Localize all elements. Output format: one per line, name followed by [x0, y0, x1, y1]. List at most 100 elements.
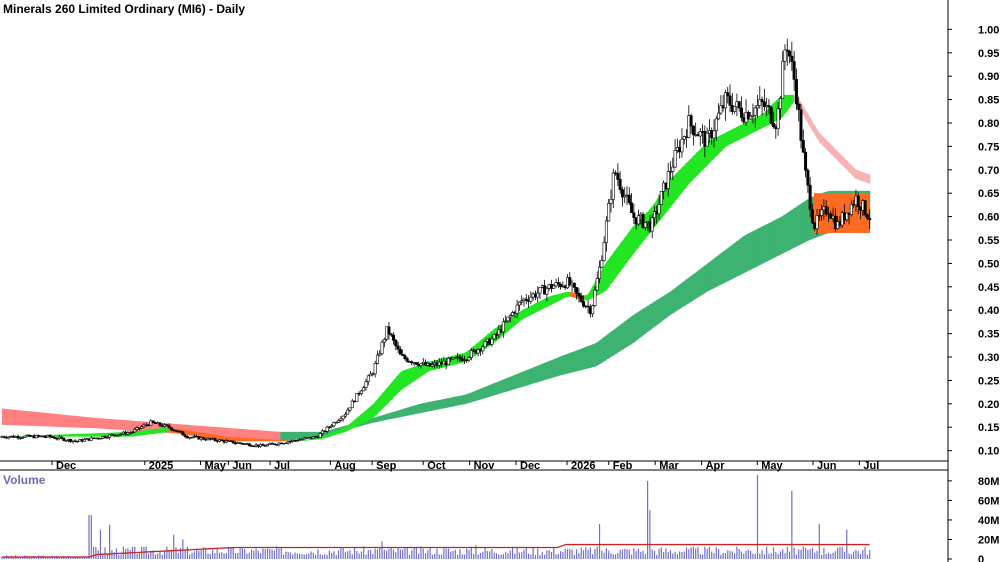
candle-up [300, 438, 304, 441]
candle-down [391, 334, 395, 341]
long-ema-band-segment [302, 431, 307, 439]
candle-down [524, 298, 528, 301]
candle-down [112, 434, 116, 436]
long-ema-band-segment [714, 255, 719, 288]
short-ema-band-segment [790, 94, 795, 107]
candle-up [34, 435, 38, 439]
candle-down [272, 443, 276, 445]
candle-up [607, 203, 611, 222]
short-ema-band-segment [323, 434, 328, 439]
candle-up [538, 286, 542, 294]
long-ema-band-segment [580, 347, 585, 371]
candle-up [286, 441, 290, 444]
candle-down [458, 356, 462, 360]
candle-down [556, 282, 560, 285]
long-ema-band-segment [421, 402, 426, 413]
candle-up [849, 203, 853, 215]
long-ema-band-segment [609, 330, 614, 358]
long-ema-band-segment [443, 398, 448, 409]
candle-up [511, 312, 515, 316]
short-ema-band-segment [855, 169, 860, 181]
short-ema-band-segment [392, 376, 397, 399]
long-ema-band-segment [269, 431, 274, 441]
long-ema-band-segment [34, 411, 39, 427]
short-ema-band-segment [359, 411, 365, 425]
long-ema-band-segment [52, 413, 57, 427]
long-ema-band-segment [735, 239, 741, 278]
long-ema-band-segment [569, 351, 574, 374]
short-ema-band-segment [631, 224, 636, 257]
long-ema-band-segment [81, 416, 86, 428]
volume-moving-average [2, 543, 870, 558]
candle-up [332, 422, 336, 427]
short-ema-band-segment [56, 434, 61, 437]
short-ema-band-segment [866, 173, 871, 184]
candle-up [845, 212, 849, 221]
short-ema-band-segment [363, 408, 368, 423]
short-ema-band-segment [226, 436, 231, 442]
short-ema-band-segment [844, 158, 849, 172]
short-ema-band-segment [678, 167, 683, 198]
short-ema-band-segment [786, 94, 791, 112]
long-ema-band-segment [782, 213, 788, 254]
candle-up [698, 131, 702, 137]
short-ema-band-segment [837, 151, 842, 165]
long-ema-band-segment [584, 346, 589, 370]
long-ema-band-segment [255, 429, 260, 440]
candle-up [598, 266, 602, 279]
long-ema-band-segment [406, 406, 412, 416]
short-ema-band-segment [551, 294, 556, 305]
volume-y-axis: 80M 60M 40M 20M 0 [948, 476, 999, 562]
candle-up [337, 420, 341, 423]
y-tick-label: 0.75 [978, 141, 999, 153]
candle-up [89, 437, 93, 441]
candle-down [808, 184, 812, 210]
short-ema-band-segment [345, 424, 350, 432]
long-ema-band-segment [312, 431, 318, 438]
long-ema-band-segment [403, 407, 408, 417]
short-ema-band-segment [620, 238, 625, 272]
y-tick-label: 0.95 [978, 48, 999, 60]
long-ema-band-segment [750, 230, 755, 270]
long-ema-band-segment [692, 271, 697, 301]
candle-down [465, 359, 469, 362]
long-ema-band-segment [602, 335, 607, 363]
long-ema-band-segment [67, 415, 72, 428]
short-ema-band-segment [522, 307, 527, 320]
short-ema-band-segment [638, 217, 643, 248]
candle-up [611, 172, 615, 200]
short-ema-band-segment [302, 439, 307, 441]
candle-down [801, 140, 805, 153]
candle-up [343, 413, 347, 417]
long-ema-band-segment [471, 390, 477, 403]
long-ema-band-segment [504, 377, 509, 393]
short-ema-band-segment [204, 433, 209, 439]
candle-down [53, 437, 57, 439]
short-ema-band-segment [92, 433, 97, 437]
short-ema-band-segment [186, 430, 191, 436]
short-ema-band-segment [200, 432, 206, 438]
short-ema-band-segment [703, 141, 708, 170]
price-panel [0, 38, 872, 448]
candle-down [103, 436, 107, 438]
x-tick-label: Jul [863, 460, 879, 472]
short-ema-band-segment [804, 108, 809, 125]
candle-down [817, 215, 821, 217]
candle-up [366, 375, 370, 382]
long-ema-band-segment [659, 295, 665, 323]
short-ema-band-segment [276, 439, 281, 442]
long-ema-band-segment [432, 400, 437, 411]
candle-up [330, 425, 334, 428]
short-ema-band-segment [627, 228, 632, 262]
candle-up [481, 346, 485, 352]
long-ema-band-segment [649, 302, 654, 331]
candle-down [414, 362, 418, 365]
short-ema-band-segment [565, 291, 571, 298]
candle-up [325, 426, 329, 432]
long-ema-band-segment [786, 210, 791, 252]
long-ema-band-segment [396, 409, 401, 418]
y-tick-label: 0.40 [978, 305, 999, 317]
long-ema-band-segment [638, 309, 643, 339]
long-ema-band-segment [222, 427, 227, 438]
candle-down [405, 358, 409, 362]
